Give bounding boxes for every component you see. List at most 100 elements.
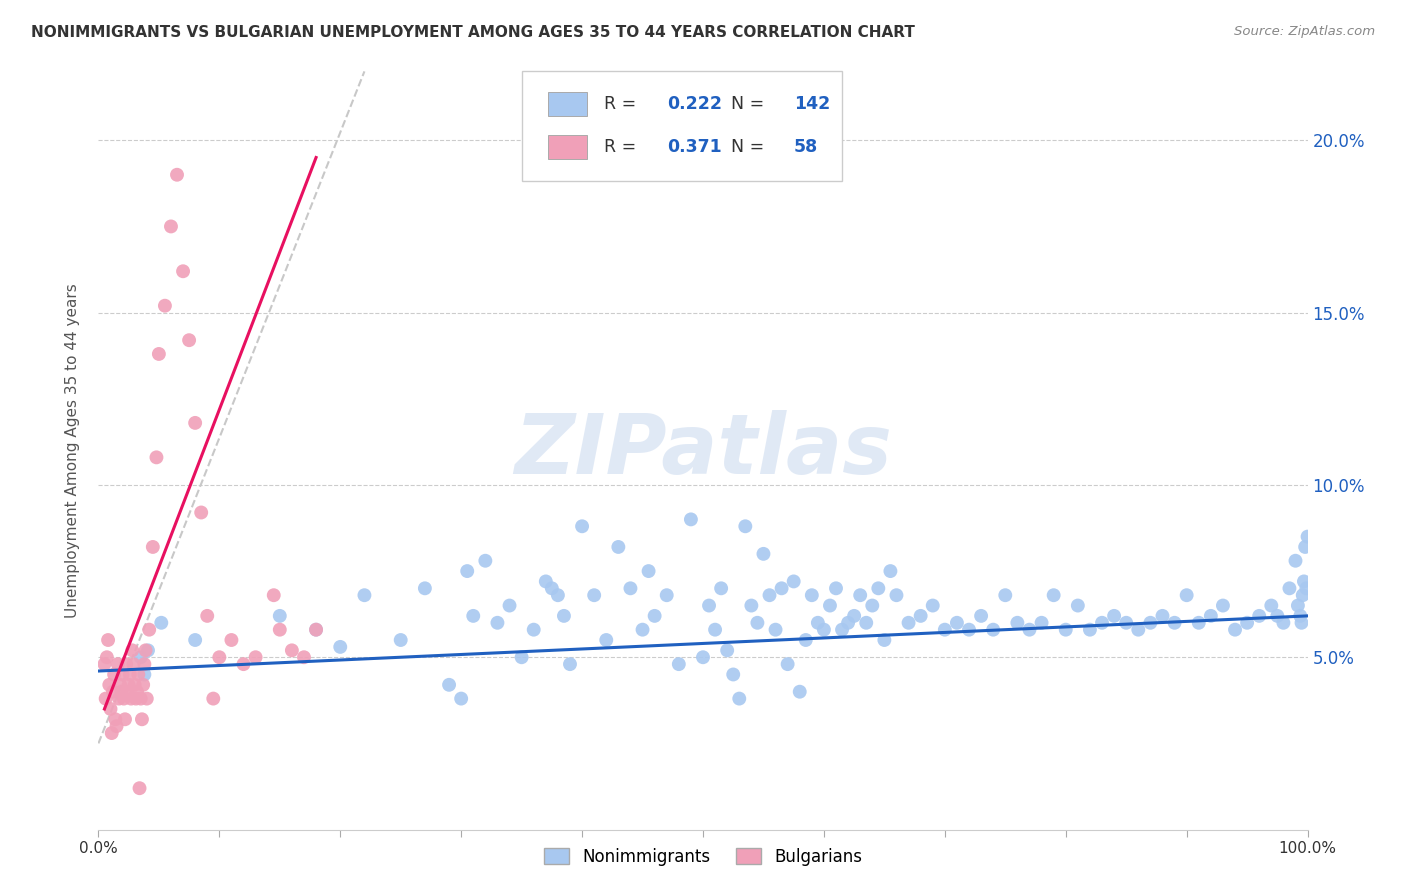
Point: [100, 726, 122, 740]
Point: [1291, 615, 1313, 630]
Point: [934, 623, 956, 637]
Point: [716, 643, 738, 657]
Point: [800, 588, 823, 602]
Point: [98, 678, 121, 692]
Point: [456, 564, 478, 578]
Point: [111, 667, 134, 681]
Point: [413, 582, 436, 596]
Point: [131, 712, 153, 726]
Point: [1289, 608, 1312, 623]
Point: [1272, 615, 1295, 630]
Point: [135, 643, 157, 657]
Point: [117, 684, 139, 698]
Point: [868, 582, 890, 596]
Point: [789, 684, 811, 698]
Point: [825, 582, 848, 596]
Point: [837, 615, 859, 630]
Point: [855, 615, 877, 630]
FancyBboxPatch shape: [548, 92, 586, 116]
Point: [103, 667, 125, 681]
Text: 0.371: 0.371: [666, 138, 721, 156]
Point: [281, 643, 304, 657]
Point: [1223, 623, 1246, 637]
Text: NONIMMIGRANTS VS BULGARIAN UNEMPLOYMENT AMONG AGES 35 TO 44 YEARS CORRELATION CH: NONIMMIGRANTS VS BULGARIAN UNEMPLOYMENT …: [31, 25, 915, 40]
Point: [184, 633, 207, 648]
Text: 0.222: 0.222: [666, 95, 721, 113]
Point: [127, 684, 149, 698]
Point: [734, 519, 756, 533]
Point: [510, 650, 533, 665]
Point: [108, 678, 131, 692]
Point: [269, 623, 291, 637]
Point: [134, 667, 156, 681]
Point: [723, 667, 745, 681]
Text: N =: N =: [731, 138, 769, 156]
FancyBboxPatch shape: [522, 71, 842, 181]
Point: [450, 691, 472, 706]
Point: [112, 691, 135, 706]
Point: [1296, 530, 1319, 544]
Point: [946, 615, 969, 630]
Point: [1139, 615, 1161, 630]
Point: [127, 667, 149, 681]
Point: [120, 691, 142, 706]
Point: [595, 633, 617, 648]
Point: [129, 691, 152, 706]
Point: [389, 633, 412, 648]
Point: [1278, 582, 1301, 596]
Point: [547, 588, 569, 602]
Text: Source: ZipAtlas.com: Source: ZipAtlas.com: [1234, 25, 1375, 38]
Point: [637, 564, 659, 578]
Point: [818, 599, 841, 613]
Point: [122, 657, 145, 672]
Point: [129, 650, 152, 665]
Point: [844, 608, 866, 623]
Point: [486, 615, 509, 630]
Point: [873, 633, 896, 648]
Point: [697, 599, 720, 613]
Point: [1102, 608, 1125, 623]
Point: [108, 691, 131, 706]
Point: [1007, 615, 1029, 630]
Point: [765, 623, 787, 637]
Point: [94, 691, 117, 706]
Point: [558, 657, 581, 672]
Point: [1115, 615, 1137, 630]
Point: [758, 588, 780, 602]
Point: [655, 588, 678, 602]
Point: [886, 588, 908, 602]
Point: [437, 678, 460, 692]
Point: [540, 582, 562, 596]
Point: [100, 702, 122, 716]
Point: [668, 657, 690, 672]
Point: [981, 623, 1004, 637]
Point: [96, 650, 118, 665]
Point: [93, 657, 115, 672]
Point: [1294, 540, 1316, 554]
Point: [208, 650, 231, 665]
Point: [292, 650, 315, 665]
Point: [1267, 608, 1289, 623]
Point: [142, 540, 165, 554]
Point: [1078, 623, 1101, 637]
Point: [138, 623, 160, 637]
Point: [1175, 588, 1198, 602]
Point: [160, 219, 183, 234]
Point: [794, 633, 817, 648]
Point: [1292, 588, 1315, 602]
Point: [104, 712, 127, 726]
Text: 142: 142: [794, 95, 830, 113]
Point: [860, 599, 883, 613]
Point: [105, 719, 128, 733]
Point: [329, 640, 352, 654]
Point: [1054, 623, 1077, 637]
Point: [115, 657, 138, 672]
Point: [631, 623, 654, 637]
Point: [195, 608, 218, 623]
Point: [1260, 599, 1282, 613]
Point: [190, 506, 212, 520]
Point: [269, 608, 291, 623]
Text: R =: R =: [603, 138, 641, 156]
Point: [107, 657, 129, 672]
Point: [1067, 599, 1090, 613]
